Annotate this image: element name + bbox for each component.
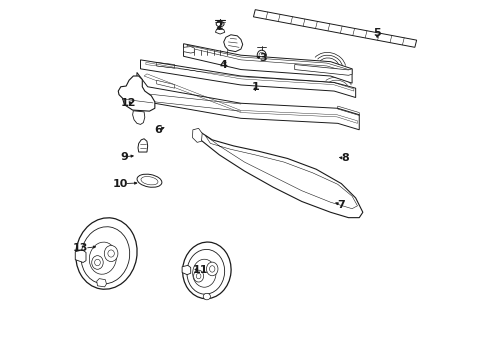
Ellipse shape [76, 218, 137, 289]
Ellipse shape [203, 293, 210, 300]
Polygon shape [215, 30, 224, 34]
Polygon shape [97, 279, 106, 287]
Text: 3: 3 [258, 53, 266, 63]
Text: 2: 2 [215, 21, 223, 31]
Ellipse shape [182, 242, 231, 299]
Polygon shape [294, 64, 351, 75]
Ellipse shape [81, 227, 129, 284]
Text: 10: 10 [112, 179, 128, 189]
Ellipse shape [104, 246, 118, 262]
Ellipse shape [92, 256, 103, 269]
Text: 5: 5 [373, 28, 380, 38]
Text: 13: 13 [73, 243, 88, 253]
Polygon shape [137, 72, 359, 130]
Polygon shape [183, 46, 194, 53]
Polygon shape [75, 250, 86, 262]
Ellipse shape [257, 50, 265, 60]
Polygon shape [223, 35, 242, 51]
Polygon shape [253, 10, 416, 47]
Ellipse shape [137, 174, 162, 187]
Text: 7: 7 [337, 200, 345, 210]
Text: 4: 4 [219, 60, 226, 70]
Polygon shape [156, 80, 174, 88]
Text: 11: 11 [192, 265, 207, 275]
Polygon shape [183, 44, 351, 83]
Polygon shape [140, 60, 355, 98]
Ellipse shape [206, 262, 218, 276]
Text: 12: 12 [120, 98, 136, 108]
Polygon shape [138, 139, 147, 152]
Polygon shape [192, 129, 202, 142]
Text: 9: 9 [120, 152, 128, 162]
Polygon shape [118, 76, 155, 111]
Ellipse shape [186, 249, 224, 294]
Polygon shape [182, 265, 190, 275]
Ellipse shape [216, 21, 224, 27]
Ellipse shape [193, 270, 203, 282]
Polygon shape [132, 111, 144, 125]
Text: 1: 1 [251, 82, 259, 92]
Polygon shape [194, 130, 362, 218]
Text: 8: 8 [341, 153, 348, 163]
Text: 6: 6 [154, 125, 162, 135]
Ellipse shape [285, 171, 317, 197]
